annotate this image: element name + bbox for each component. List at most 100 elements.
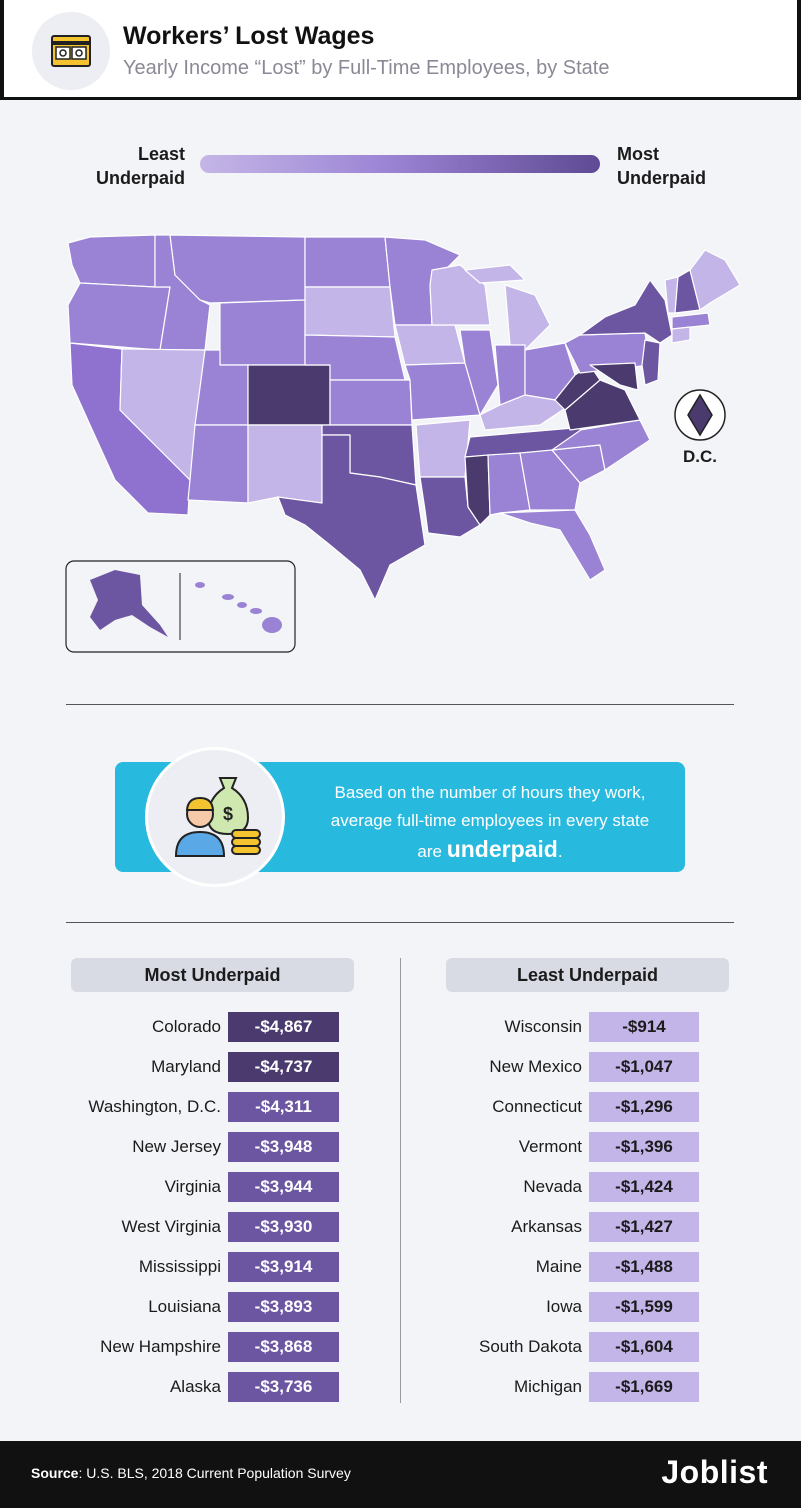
source-label: Source (31, 1465, 79, 1481)
money-icon-badge (32, 12, 110, 90)
state-iowa (394, 324, 466, 366)
state-south-dakota (304, 286, 396, 338)
most-underpaid-row: New Jersey -$3,948 (0, 1132, 801, 1162)
state-alabama (487, 452, 531, 516)
least-underpaid-row: New Mexico -$1,047 (0, 1052, 801, 1082)
most-underpaid-value-cell: -$3,914 (228, 1252, 339, 1282)
state-alaska (90, 570, 168, 637)
least-underpaid-row: South Dakota -$1,604 (0, 1332, 801, 1362)
least-underpaid-state-label: Arkansas (511, 1217, 582, 1236)
most-underpaid-state-label: Mississippi (138, 1257, 221, 1276)
most-underpaid-state-label: Virginia (164, 1177, 221, 1196)
state-florida (499, 509, 606, 581)
least-underpaid-state-label: Maine (535, 1257, 582, 1276)
most-underpaid-value-cell: -$4,311 (228, 1092, 339, 1122)
least-underpaid-state-label: Michigan (513, 1377, 582, 1396)
callout-text: Based on the number of hours they work, … (305, 779, 675, 866)
most-underpaid-state-label: Louisiana (148, 1297, 221, 1316)
most-underpaid-state-label: Maryland (151, 1057, 221, 1076)
least-underpaid-value-cell: -$1,427 (589, 1212, 699, 1242)
state-new-jersey (641, 339, 661, 386)
least-underpaid-row: Michigan -$1,669 (0, 1372, 801, 1402)
state-new-york (579, 279, 673, 344)
most-underpaid-header: Most Underpaid (71, 958, 354, 992)
state-oregon (67, 282, 171, 351)
least-underpaid-row: Connecticut -$1,296 (0, 1092, 801, 1122)
least-underpaid-value-cell: -$1,488 (589, 1252, 699, 1282)
least-underpaid-value-cell: -$1,599 (589, 1292, 699, 1322)
state-arkansas (415, 419, 471, 478)
state-louisiana (419, 476, 481, 538)
most-underpaid-row: Mississippi -$3,914 (0, 1252, 801, 1282)
most-underpaid-row: Maryland -$4,737 (0, 1052, 801, 1082)
state-arizona (187, 424, 249, 504)
most-underpaid-state-label: Colorado (152, 1017, 221, 1036)
least-underpaid-value-cell: -$1,047 (589, 1052, 699, 1082)
least-underpaid-row: Iowa -$1,599 (0, 1292, 801, 1322)
most-underpaid-row: Louisiana -$3,893 (0, 1292, 801, 1322)
least-underpaid-row: Arkansas -$1,427 (0, 1212, 801, 1242)
least-underpaid-row: Wisconsin -$914 (0, 1012, 801, 1042)
callout-line2: average full-time employees in every sta… (330, 811, 650, 830)
dc-marker-shape (687, 393, 713, 437)
worker-icon-badge: $ (145, 747, 285, 887)
state-north-carolina (551, 419, 651, 471)
state-wisconsin (429, 264, 491, 326)
state-wyoming (219, 299, 306, 366)
most-underpaid-state-label: West Virginia (121, 1217, 221, 1236)
page-subtitle: Yearly Income “Lost” by Full-Time Employ… (123, 57, 610, 79)
state-hawaii (195, 582, 282, 633)
table-separator (400, 958, 401, 1403)
least-underpaid-state-label: Vermont (518, 1137, 582, 1156)
callout-line1: Based on the number of hours they work, (334, 783, 646, 802)
least-underpaid-value-cell: -$1,424 (589, 1172, 699, 1202)
legend-most-label: Most Underpaid (617, 142, 727, 190)
most-underpaid-row: Colorado -$4,867 (0, 1012, 801, 1042)
least-underpaid-value-cell: -$1,669 (589, 1372, 699, 1402)
money-icon (51, 35, 91, 67)
source-citation: : U.S. BLS, 2018 Current Population Surv… (78, 1465, 351, 1481)
state-new-mexico (247, 424, 323, 504)
header: Workers’ Lost Wages Yearly Income “Lost”… (0, 0, 801, 100)
most-underpaid-value-cell: -$3,868 (228, 1332, 339, 1362)
least-underpaid-state-label: South Dakota (478, 1337, 582, 1356)
callout-line3: are underpaid. (305, 835, 675, 866)
state-indiana (494, 344, 526, 406)
most-underpaid-state-label: Washington, D.C. (88, 1097, 221, 1116)
state-maine (689, 249, 741, 311)
legend-most-line1: Most (617, 144, 659, 164)
least-underpaid-header: Least Underpaid (446, 958, 729, 992)
legend-least-label: Least Underpaid (90, 142, 185, 190)
least-underpaid-state-label: Connecticut (492, 1097, 582, 1116)
worker-money-icon: $ (174, 777, 261, 857)
legend-most-line2: Underpaid (617, 168, 707, 188)
least-underpaid-row: Vermont -$1,396 (0, 1132, 801, 1162)
page-title: Workers’ Lost Wages (123, 22, 375, 50)
legend-least-line2: Underpaid (95, 168, 185, 188)
state-georgia (519, 449, 581, 511)
least-underpaid-state-label: Nevada (523, 1177, 582, 1196)
legend-gradient-bar (200, 155, 600, 173)
most-underpaid-value-cell: -$3,893 (228, 1292, 339, 1322)
most-underpaid-value-cell: -$3,930 (228, 1212, 339, 1242)
state-connecticut (671, 326, 691, 344)
header-right-accent (797, 0, 801, 100)
divider-bottom (66, 922, 734, 923)
most-underpaid-value-cell: -$4,737 (228, 1052, 339, 1082)
state-colorado (247, 364, 331, 426)
callout-emphasis: underpaid (446, 836, 558, 862)
svg-text:$: $ (223, 804, 233, 824)
least-underpaid-state-label: New Mexico (489, 1057, 582, 1076)
legend-least-line1: Least (137, 144, 185, 164)
state-kansas (329, 379, 413, 426)
least-underpaid-state-label: Wisconsin (504, 1017, 582, 1036)
most-underpaid-row: Virginia -$3,944 (0, 1172, 801, 1202)
state-north-dakota (304, 236, 391, 288)
most-underpaid-state-label: New Hampshire (100, 1337, 221, 1356)
least-underpaid-value-cell: -$1,604 (589, 1332, 699, 1362)
most-underpaid-row: Alaska -$3,736 (0, 1372, 801, 1402)
most-underpaid-value-cell: -$4,867 (228, 1012, 339, 1042)
source-text: Source: U.S. BLS, 2018 Current Populatio… (31, 1465, 351, 1481)
state-missouri (404, 362, 481, 421)
most-underpaid-row: New Hampshire -$3,868 (0, 1332, 801, 1362)
